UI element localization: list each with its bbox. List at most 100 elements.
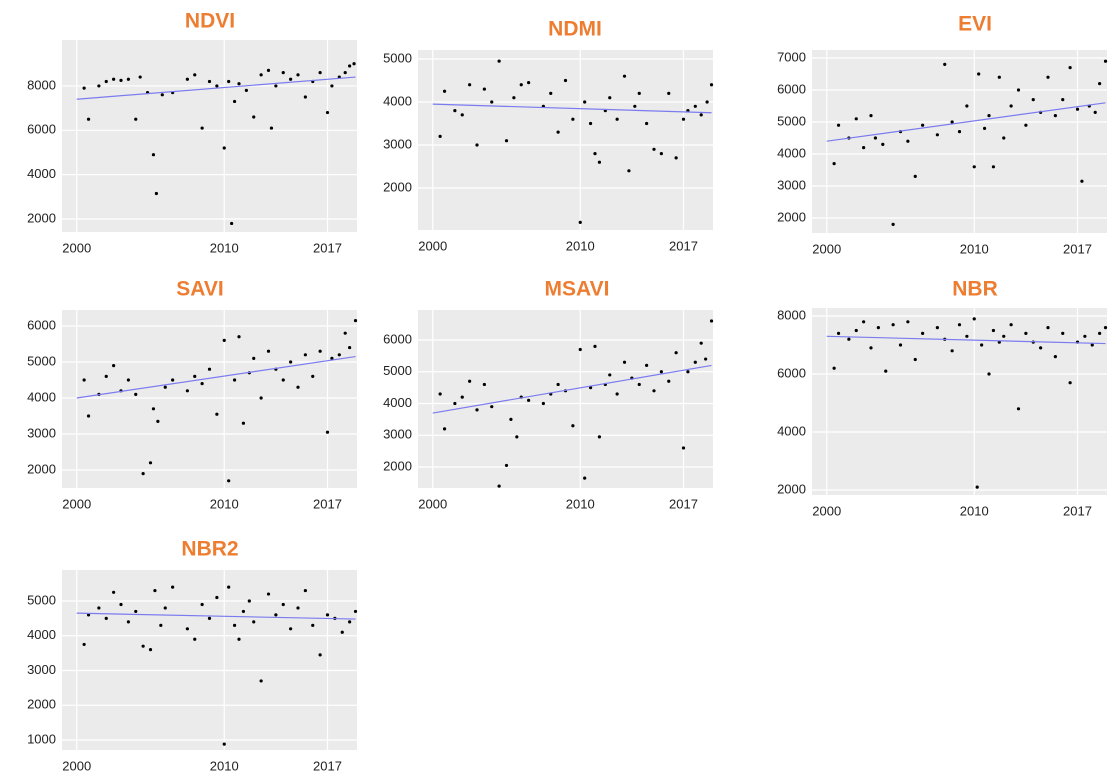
data-point xyxy=(972,165,976,169)
trend-line xyxy=(826,335,1106,345)
data-point xyxy=(171,585,175,589)
data-point xyxy=(608,373,612,377)
data-point xyxy=(637,382,641,387)
data-point xyxy=(468,83,472,87)
y-tick-label: 3000 xyxy=(27,662,56,677)
data-point xyxy=(935,326,939,330)
data-point xyxy=(252,115,256,119)
y-tick-label: 4000 xyxy=(777,423,806,438)
data-point xyxy=(453,401,457,406)
panel: NBR2 1000 2000 3000 4000 5000 2000 2010 2017 xyxy=(27,538,358,773)
data-point xyxy=(693,360,697,364)
data-point xyxy=(222,146,226,150)
data-point xyxy=(207,616,212,620)
y-tick-label: 2000 xyxy=(27,210,56,225)
data-point xyxy=(957,129,962,134)
plot-background xyxy=(812,50,1107,233)
data-point xyxy=(348,345,352,350)
x-tick-label: 2000 xyxy=(812,503,841,518)
data-point xyxy=(460,113,464,117)
panel: SAVI 2000 3000 4000 5000 6000 2000 2010 2017 xyxy=(27,278,358,511)
data-point xyxy=(873,136,878,140)
data-point xyxy=(847,337,851,341)
data-point xyxy=(1009,104,1013,108)
data-point xyxy=(126,620,130,624)
panel: NDMI 2000 3000 4000 5000 2000 2010 2017 xyxy=(383,18,714,253)
data-point xyxy=(681,446,686,450)
x-tick-label: 2010 xyxy=(960,241,989,256)
x-tick-label: 2017 xyxy=(1063,241,1092,256)
data-point xyxy=(185,77,189,81)
data-point xyxy=(1061,331,1065,336)
data-point xyxy=(475,408,479,412)
x-tick-label: 2000 xyxy=(62,240,91,255)
x-tick-label: 2017 xyxy=(669,238,698,253)
trend-line xyxy=(76,612,356,620)
data-point xyxy=(82,86,86,90)
x-tick-label: 2017 xyxy=(669,496,698,511)
data-point xyxy=(633,104,637,108)
data-point xyxy=(126,77,130,81)
data-point xyxy=(112,363,116,368)
data-point xyxy=(156,419,160,423)
data-point xyxy=(1068,65,1072,70)
data-point xyxy=(160,93,164,97)
data-point xyxy=(266,349,271,353)
data-point xyxy=(699,113,703,117)
data-point xyxy=(163,385,167,389)
plot-background xyxy=(62,40,357,232)
data-point xyxy=(490,405,494,409)
data-point xyxy=(475,143,479,147)
data-point xyxy=(504,463,509,468)
data-point xyxy=(997,75,1001,79)
data-point xyxy=(1002,136,1006,140)
data-point xyxy=(854,328,858,333)
data-point xyxy=(352,62,356,66)
data-point xyxy=(982,126,987,130)
x-tick-label: 2017 xyxy=(1063,503,1092,518)
data-point xyxy=(578,347,582,352)
plot-background xyxy=(812,308,1107,495)
data-point xyxy=(975,485,979,489)
data-point xyxy=(593,344,597,348)
data-point xyxy=(972,317,976,321)
chart-title: MSAVI xyxy=(545,278,610,301)
data-point xyxy=(869,346,873,350)
data-point xyxy=(154,191,158,196)
data-point xyxy=(259,73,263,77)
data-point xyxy=(318,653,322,657)
data-point xyxy=(583,100,587,104)
data-point xyxy=(515,435,519,439)
data-point xyxy=(237,335,241,339)
trend-line xyxy=(76,355,356,399)
data-point xyxy=(104,616,108,620)
data-point xyxy=(884,369,888,373)
x-tick-label: 2010 xyxy=(210,758,239,773)
data-point xyxy=(82,642,86,647)
data-point xyxy=(232,99,237,104)
data-point xyxy=(1075,107,1080,111)
data-point xyxy=(296,606,300,610)
data-point xyxy=(141,471,145,476)
y-tick-label: 6000 xyxy=(27,317,56,332)
data-point xyxy=(185,389,189,393)
data-point xyxy=(163,606,167,610)
data-point xyxy=(153,588,157,593)
data-point xyxy=(215,84,219,88)
data-point xyxy=(674,156,678,160)
data-point xyxy=(200,126,204,130)
data-point xyxy=(119,602,123,607)
data-point xyxy=(588,386,593,390)
data-point xyxy=(343,71,347,75)
data-point xyxy=(281,71,285,75)
trend-line xyxy=(432,103,712,114)
data-point xyxy=(207,79,212,84)
data-point xyxy=(705,100,709,104)
data-point xyxy=(622,360,627,364)
data-point xyxy=(627,169,631,173)
data-point xyxy=(330,84,334,88)
data-point xyxy=(1098,81,1102,86)
data-point xyxy=(836,331,841,336)
data-point xyxy=(460,395,464,399)
x-tick-label: 2010 xyxy=(210,240,239,255)
